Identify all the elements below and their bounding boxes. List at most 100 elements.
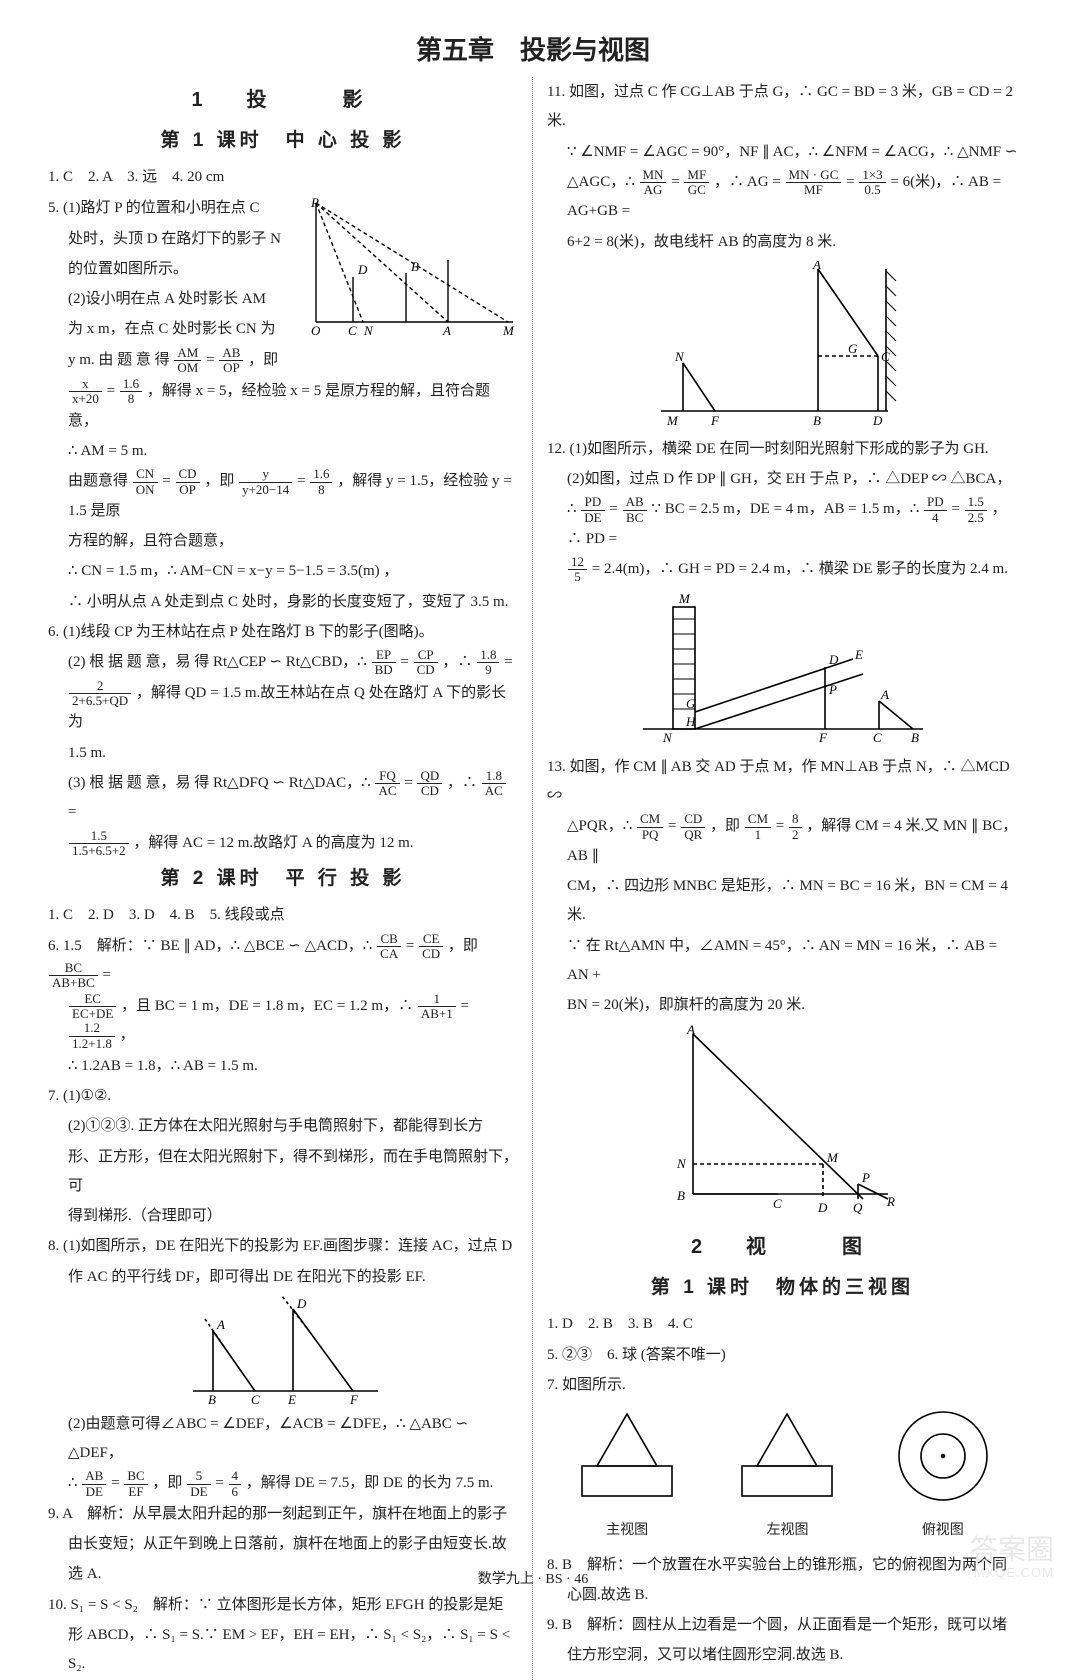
text: ，∴ AG = xyxy=(714,174,781,190)
l3-answers: 7. 如图所示. xyxy=(547,1371,1018,1400)
q6b-eq: 6. 1.5 解析：∵ BE ∥ AD，∴ △BCE ∽ △ACD，∴ CBCA… xyxy=(48,932,518,991)
fraction: PDDE xyxy=(581,495,604,525)
section-2-title: 2 视 图 xyxy=(547,1228,1018,1267)
fraction: 46 xyxy=(229,1469,242,1499)
lesson-2-title: 第 2 课时 平 行 投 影 xyxy=(48,860,518,897)
q5-eq: xx+20 = 1.68 ，解得 x = 5，经检验 x = 5 是原方程的解，… xyxy=(48,377,518,436)
three-views-row: 主视图 左视图 俯视图 xyxy=(547,1406,1018,1545)
text: (3) 根 据 题 意，易 得 Rt△DFQ ∽ Rt△DAC，∴ xyxy=(68,775,371,791)
figure-q5: P D B O C N A M xyxy=(308,197,518,337)
q7-text: 形、正方形，但在太阳光照射下，得不到梯形，而在手电筒照射下，可 xyxy=(48,1143,518,1202)
q6-eq: (2) 根 据 题 意，易 得 Rt△CEP ∽ Rt△CBD，∴ EPBD =… xyxy=(48,648,518,678)
svg-text:G: G xyxy=(686,696,696,711)
svg-text:D: D xyxy=(828,652,839,667)
text: △PQR，∴ xyxy=(567,819,632,835)
svg-text:M: M xyxy=(826,1150,839,1165)
svg-text:E: E xyxy=(854,647,863,662)
left-view-icon xyxy=(727,1406,847,1506)
fraction: AMOM xyxy=(174,346,201,376)
svg-text:C: C xyxy=(773,1196,782,1211)
text: ，即 xyxy=(448,938,478,954)
q8-text: (2)由题意可得∠ABC = ∠DEF，∠ACB = ∠DFE，∴ △ABC ∽… xyxy=(48,1410,518,1469)
svg-text:B: B xyxy=(813,413,821,428)
q7-text: 7. (1)①②. xyxy=(48,1082,518,1111)
svg-text:D: D xyxy=(817,1200,828,1215)
fraction: FQAC xyxy=(375,769,399,799)
q12-text: (2)如图，过点 D 作 DP ∥ GH，交 EH 于点 P，∴ △DEP ∽ … xyxy=(547,465,1018,494)
q13-eq: △PQR，∴ CMPQ = CDQR ，即 CM1 = 82 ，解得 CM = … xyxy=(547,812,1018,871)
svg-text:N: N xyxy=(674,349,685,364)
q9-text: 9. A 解析：从早晨太阳升起的那一刻起到正午，旗杆在地面上的影子 xyxy=(48,1500,518,1529)
text: = xyxy=(504,654,512,670)
q5-text: ∴ CN = 1.5 m，∴ AM−CN = x−y = 5−1.5 = 3.5… xyxy=(48,557,518,586)
svg-text:C: C xyxy=(873,730,882,745)
l3-answers: 1. D 2. B 3. B 4. C xyxy=(547,1310,1018,1339)
q6b-text: ∴ 1.2AB = 1.8，∴ AB = 1.5 m. xyxy=(48,1052,518,1081)
q12-text: 12. (1)如图所示，横梁 DE 在同一时刻阳光照射下形成的影子为 GH. xyxy=(547,435,1018,464)
fraction: 1.89 xyxy=(477,648,499,678)
text: △AGC，∴ xyxy=(567,174,635,190)
fraction: yy+20−14 xyxy=(239,467,292,497)
text: ，即 xyxy=(248,352,278,368)
fraction: MFGC xyxy=(684,168,709,198)
q12-eq: 125 = 2.4(m)，∴ GH = PD = 2.4 m，∴ 横梁 DE 影… xyxy=(547,555,1018,585)
q13-text: CM，∴ 四边形 MNBC 是矩形，∴ MN = BC = 16 米，BN = … xyxy=(547,872,1018,931)
q5-text: ∴ 小明从点 A 处走到点 C 处时，身影的长度变短了，变短了 3.5 m. xyxy=(48,588,518,617)
fraction: BCEF xyxy=(124,1469,147,1499)
svg-text:D: D xyxy=(357,262,368,277)
fraction: ABDE xyxy=(82,1469,106,1499)
q13-text: ∵ 在 Rt△AMN 中，∠AMN = 45°，∴ AN = MN = 16 米… xyxy=(547,932,1018,991)
text: = xyxy=(102,967,110,983)
fraction: ECEC+DE xyxy=(69,992,116,1022)
right-column: 11. 如图，过点 C 作 CG⊥AB 于点 G，∴ GC = BD = 3 米… xyxy=(533,77,1026,1680)
svg-text:A: A xyxy=(216,1317,225,1332)
fraction: 125 xyxy=(568,555,587,585)
fraction: CECD xyxy=(419,932,443,962)
q5-text: 5. (1)路灯 P 的位置和小明在点 C xyxy=(48,194,308,223)
text: = xyxy=(68,804,76,820)
fraction: 1AB+1 xyxy=(418,992,456,1022)
q11-text: 6+2 = 8(米)，故电线杆 AB 的高度为 8 米. xyxy=(547,228,1018,257)
q13-text: BN = 20(米)，即旗杆的高度为 20 米. xyxy=(547,991,1018,1020)
q5-eq: 由题意得 CNON = CDOP ，即 yy+20−14 = 1.68 ，解得 … xyxy=(48,467,518,526)
svg-text:P: P xyxy=(310,197,319,210)
q5-text: y m. 由 题 意 得 AMOM = ABOP ，即 xyxy=(48,346,308,376)
view-caption: 主视图 xyxy=(567,1517,687,1544)
q7-text: 得到梯形.（合理即可） xyxy=(48,1202,518,1231)
figure-q13: A N M B C D P Q R xyxy=(663,1024,903,1224)
q12-eq: ∴ PDDE = ABBC ∵ BC = 2.5 m，DE = 4 m，AB =… xyxy=(547,495,1018,554)
fraction: PD4 xyxy=(924,495,947,525)
text: ，且 BC = 1 m，DE = 1.8 m，EC = 1.2 m，∴ xyxy=(121,998,413,1014)
fraction: CPCD xyxy=(414,648,438,678)
q6-text: 6. (1)线段 CP 为王林站在点 P 处在路灯 B 下的影子(图略)。 xyxy=(48,618,518,647)
svg-text:A: A xyxy=(812,261,821,272)
q5-text: 处时，头顶 D 在路灯下的影子 N xyxy=(48,225,308,254)
svg-text:A: A xyxy=(880,687,889,702)
text: ∴ xyxy=(68,1476,78,1492)
fraction: 1.51.5+6.5+2 xyxy=(69,829,129,859)
q7-text: (2)①②③. 正方体在太阳光照射与手电筒照射下，都能得到长方 xyxy=(48,1112,518,1141)
svg-text:A: A xyxy=(442,323,451,337)
watermark-big: 答案圈 xyxy=(970,1534,1054,1565)
text: ，解得 QD = 1.5 m.故王林站在点 Q 处在路灯 A 下的影长为 xyxy=(68,685,506,730)
text: ，∴ xyxy=(447,775,477,791)
svg-text:N: N xyxy=(676,1156,687,1171)
fraction: CBCA xyxy=(377,932,401,962)
fraction: ABOP xyxy=(219,346,243,376)
text: ，即 xyxy=(204,473,234,489)
q11-text: 11. 如图，过点 C 作 CG⊥AB 于点 G，∴ GC = BD = 3 米… xyxy=(547,78,1018,137)
svg-text:C: C xyxy=(251,1392,260,1406)
text: ， xyxy=(120,1028,135,1044)
figure-q12: M D E P A G H N F C B xyxy=(633,589,933,749)
l3-answers: 5. ②③ 6. 球 (答案不唯一) xyxy=(547,1341,1018,1370)
fraction: CM1 xyxy=(745,812,771,842)
fraction: ABBC xyxy=(623,495,647,525)
svg-text:B: B xyxy=(208,1392,216,1406)
fraction: 1×30.5 xyxy=(859,168,885,198)
view-caption: 左视图 xyxy=(727,1517,847,1544)
fraction: BCAB+BC xyxy=(49,961,98,991)
svg-text:G: G xyxy=(848,341,858,356)
fraction: 1.21.2+1.8 xyxy=(69,1021,115,1051)
text: y m. 由 题 意 得 xyxy=(68,352,170,368)
text: ，即 xyxy=(152,1476,182,1492)
